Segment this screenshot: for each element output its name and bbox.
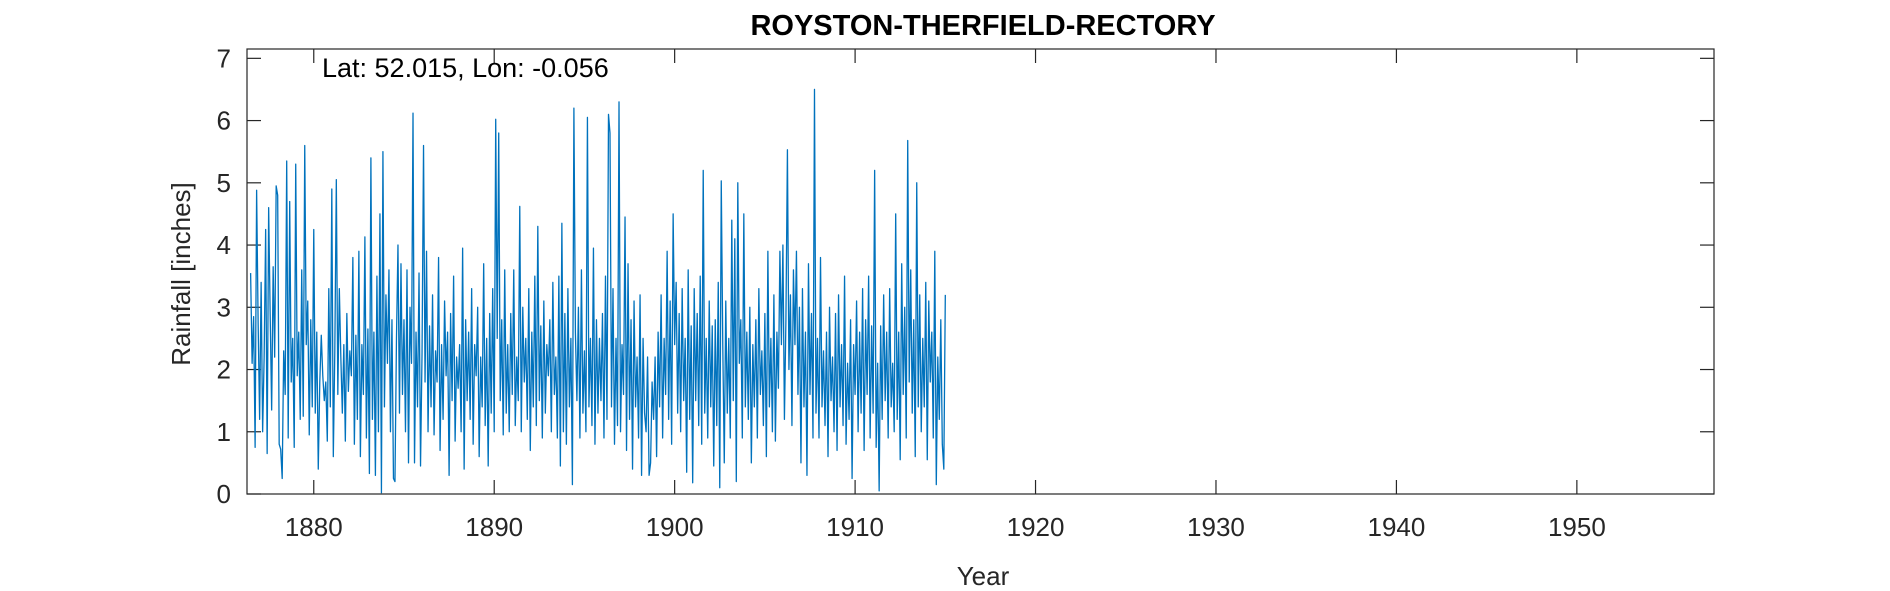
x-tick-label: 1880 [285,512,343,542]
y-tick-label: 4 [217,230,231,260]
y-axis-label: Rainfall [inches] [166,182,196,366]
x-tick-label: 1910 [826,512,884,542]
axes-frame [246,48,1715,495]
location-annotation: Lat: 52.015, Lon: -0.056 [322,53,609,83]
x-tick-label: 1950 [1548,512,1606,542]
x-tick-label: 1900 [646,512,704,542]
plot-area-border [246,48,1715,495]
y-tick-label: 3 [217,292,231,322]
x-axis-label: Year [957,561,1010,591]
y-tick-labels: 0 1 2 3 4 5 6 7 [217,43,231,509]
rainfall-series-line [249,88,946,494]
x-tick-label: 1920 [1007,512,1065,542]
y-tick-label: 5 [217,168,231,198]
y-tick-label: 0 [217,479,231,509]
chart-title: ROYSTON-THERFIELD-RECTORY [750,10,1215,42]
y-tick-label: 2 [217,355,231,385]
x-tick-label: 1890 [465,512,523,542]
y-tick-label: 1 [217,417,231,447]
x-tick-labels: 1880 1890 1900 1910 1920 1930 1940 1950 [285,512,1606,542]
x-tick-label: 1930 [1187,512,1245,542]
tick-marks [247,49,1714,495]
x-tick-label: 1940 [1367,512,1425,542]
y-tick-label: 6 [217,106,231,136]
y-tick-label: 7 [217,43,231,73]
